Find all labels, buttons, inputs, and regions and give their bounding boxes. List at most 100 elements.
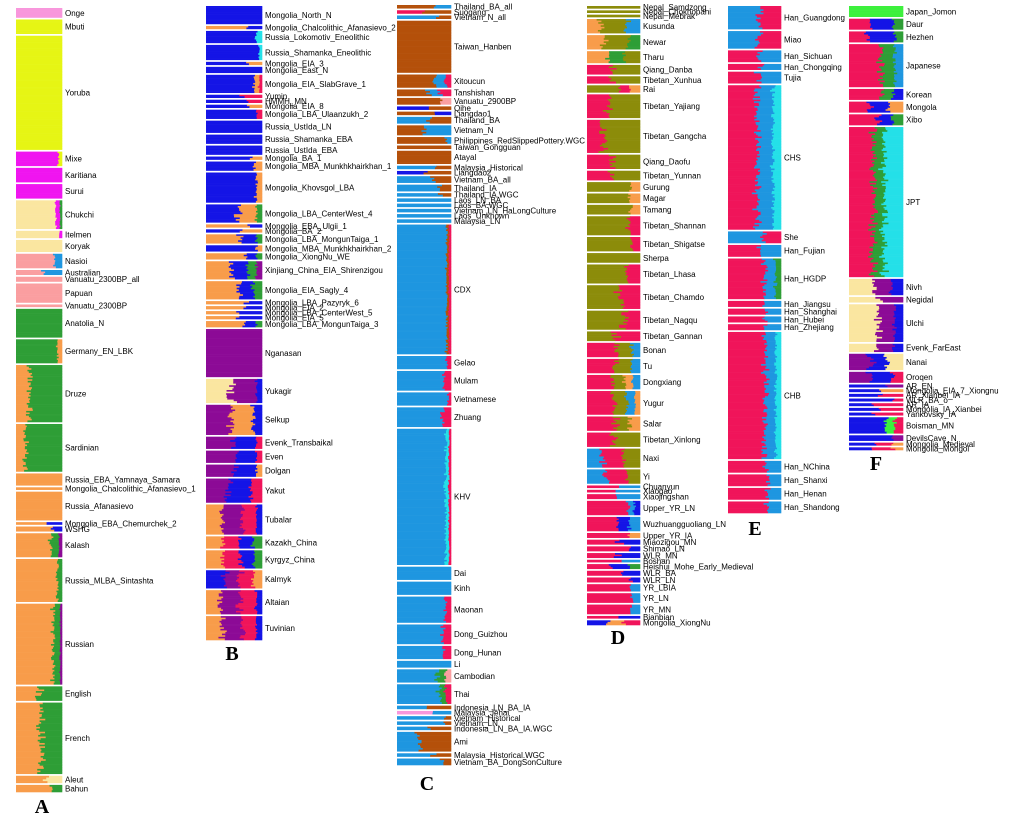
ancestry-segment [16,11,63,14]
ancestry-segment [238,450,256,453]
ancestry-segment [54,666,61,669]
ancestry-segment [849,135,873,137]
ancestry-segment [587,589,632,592]
ancestry-segment [849,168,870,171]
ancestry-segment [230,428,252,431]
ancestry-segment [449,235,452,238]
ancestry-segment [250,287,263,290]
ancestry-segment [449,304,452,307]
ancestry-segment [587,26,605,29]
ancestry-segment [256,114,263,116]
ancestry-segment [243,307,263,310]
ancestry-segment [223,584,239,587]
ancestry-segment [54,635,61,638]
ancestry-segment [761,221,775,224]
population-label: Tujia [784,73,802,82]
ancestry-segment [225,576,240,579]
ancestry-segment [448,341,452,344]
ancestry-segment [444,82,452,85]
population-bar [397,726,452,731]
ancestry-segment [728,375,767,378]
ancestry-segment [449,245,452,248]
ancestry-segment [446,460,450,463]
ancestry-segment [445,692,452,695]
ancestry-segment [630,546,641,549]
ancestry-segment [53,614,61,617]
ancestry-segment [871,147,884,150]
population-bar [397,624,452,645]
population-bar [587,489,641,493]
ancestry-segment [259,89,263,92]
ancestry-segment [448,392,452,395]
ancestry-segment [587,344,620,347]
ancestry-segment [587,289,623,292]
ancestry-segment [758,203,774,206]
population-bar [16,784,63,793]
ancestry-segment [206,428,231,431]
population-bar [16,487,63,490]
ancestry-segment [236,610,258,613]
ancestry-segment [56,573,63,576]
ancestry-segment [16,585,59,588]
population-label: Nepal_Samdzong [643,3,707,12]
ancestry-segment [249,489,263,492]
ancestry-segment [206,445,237,448]
ancestry-segment [443,650,452,653]
ancestry-segment [254,550,263,553]
ancestry-segment [587,516,617,519]
ancestry-segment [615,553,641,555]
population-label: Tibetan_Chamdo [643,293,705,302]
ancestry-segment [55,211,60,214]
ancestry-segment [223,520,244,523]
ancestry-segment [759,173,774,176]
ancestry-segment [448,253,452,256]
ancestry-segment [765,273,776,275]
ancestry-segment [397,726,428,729]
ancestry-segment [16,148,63,150]
ancestry-segment [766,447,778,450]
ancestry-segment [446,269,450,272]
ancestry-segment [37,772,63,775]
ancestry-segment [57,560,63,563]
ancestry-segment [424,10,452,13]
ancestry-segment [246,271,257,273]
ancestry-segment [239,312,263,315]
ancestry-segment [447,601,452,604]
ancestry-segment [766,425,776,428]
ancestry-segment [728,81,762,84]
ancestry-segment [397,649,446,652]
ancestry-segment [849,154,876,157]
ancestry-segment [587,570,624,573]
ancestry-segment [849,21,870,24]
ancestry-segment [849,56,880,59]
ancestry-segment [397,502,446,505]
ancestry-segment [587,416,614,419]
ancestry-segment [55,224,60,226]
ancestry-segment [16,749,42,752]
ancestry-segment [27,468,63,471]
ancestry-segment [224,558,239,561]
ancestry-segment [728,320,768,323]
ancestry-segment [628,224,641,226]
ancestry-segment [439,101,452,104]
ancestry-segment [772,223,782,225]
ancestry-segment [42,757,63,760]
ancestry-segment [763,370,776,373]
ancestry-segment [449,454,452,457]
ancestry-segment [769,378,778,381]
ancestry-segment [587,56,610,59]
ancestry-segment [849,88,885,91]
ancestry-segment [25,455,63,458]
ancestry-segment [587,381,612,384]
ancestry-segment [587,172,611,175]
ancestry-segment [446,272,450,275]
ancestry-segment [760,7,782,10]
ancestry-segment [849,160,875,163]
ancestry-segment [587,368,614,371]
ancestry-segment [51,648,61,651]
ancestry-segment [440,698,447,701]
ancestry-segment [16,644,52,646]
ancestry-segment [587,621,608,624]
ancestry-segment [728,224,760,227]
ancestry-segment [16,518,63,521]
